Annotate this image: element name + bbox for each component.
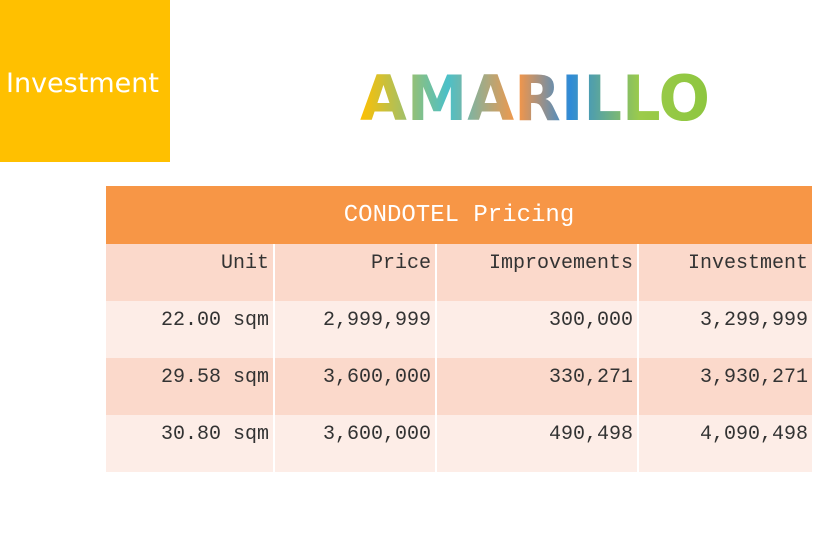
table-cell: 330,271 xyxy=(435,358,638,415)
table-cell: 3,600,000 xyxy=(273,415,436,472)
logo: AMARILLO xyxy=(360,70,710,135)
table-cell: 3,299,999 xyxy=(637,301,812,358)
table-cell: Unit xyxy=(106,244,274,301)
logo-text: AMARILLO xyxy=(360,70,710,135)
table-cell: 22.00 sqm xyxy=(106,301,274,358)
table-cell: 300,000 xyxy=(435,301,638,358)
table-cell: 3,600,000 xyxy=(273,358,436,415)
table-cell: Improvements xyxy=(435,244,638,301)
section-tag: Investment xyxy=(0,0,170,162)
table-cell: 29.58 sqm xyxy=(106,358,274,415)
table-cell: 30.80 sqm xyxy=(106,415,274,472)
table-row: 29.58 sqm 3,600,000 330,271 3,930,271 xyxy=(106,358,812,415)
section-title: Investment xyxy=(6,68,159,99)
pricing-table: CONDOTEL Pricing Unit Price Improvements In… xyxy=(106,186,812,472)
table-cell: 3,930,271 xyxy=(637,358,812,415)
table-row: 22.00 sqm 2,999,999 300,000 3,299,999 xyxy=(106,301,812,358)
table-cell: 490,498 xyxy=(435,415,638,472)
table-cell: Price xyxy=(273,244,436,301)
table-cell: Investment xyxy=(637,244,812,301)
table-row: 30.80 sqm 3,600,000 490,498 4,090,498 xyxy=(106,415,812,472)
table-row: Unit Price Improvements Investment xyxy=(106,244,812,301)
table-cell: 4,090,498 xyxy=(637,415,812,472)
table-title: CONDOTEL Pricing xyxy=(106,186,812,244)
table-cell: 2,999,999 xyxy=(273,301,436,358)
